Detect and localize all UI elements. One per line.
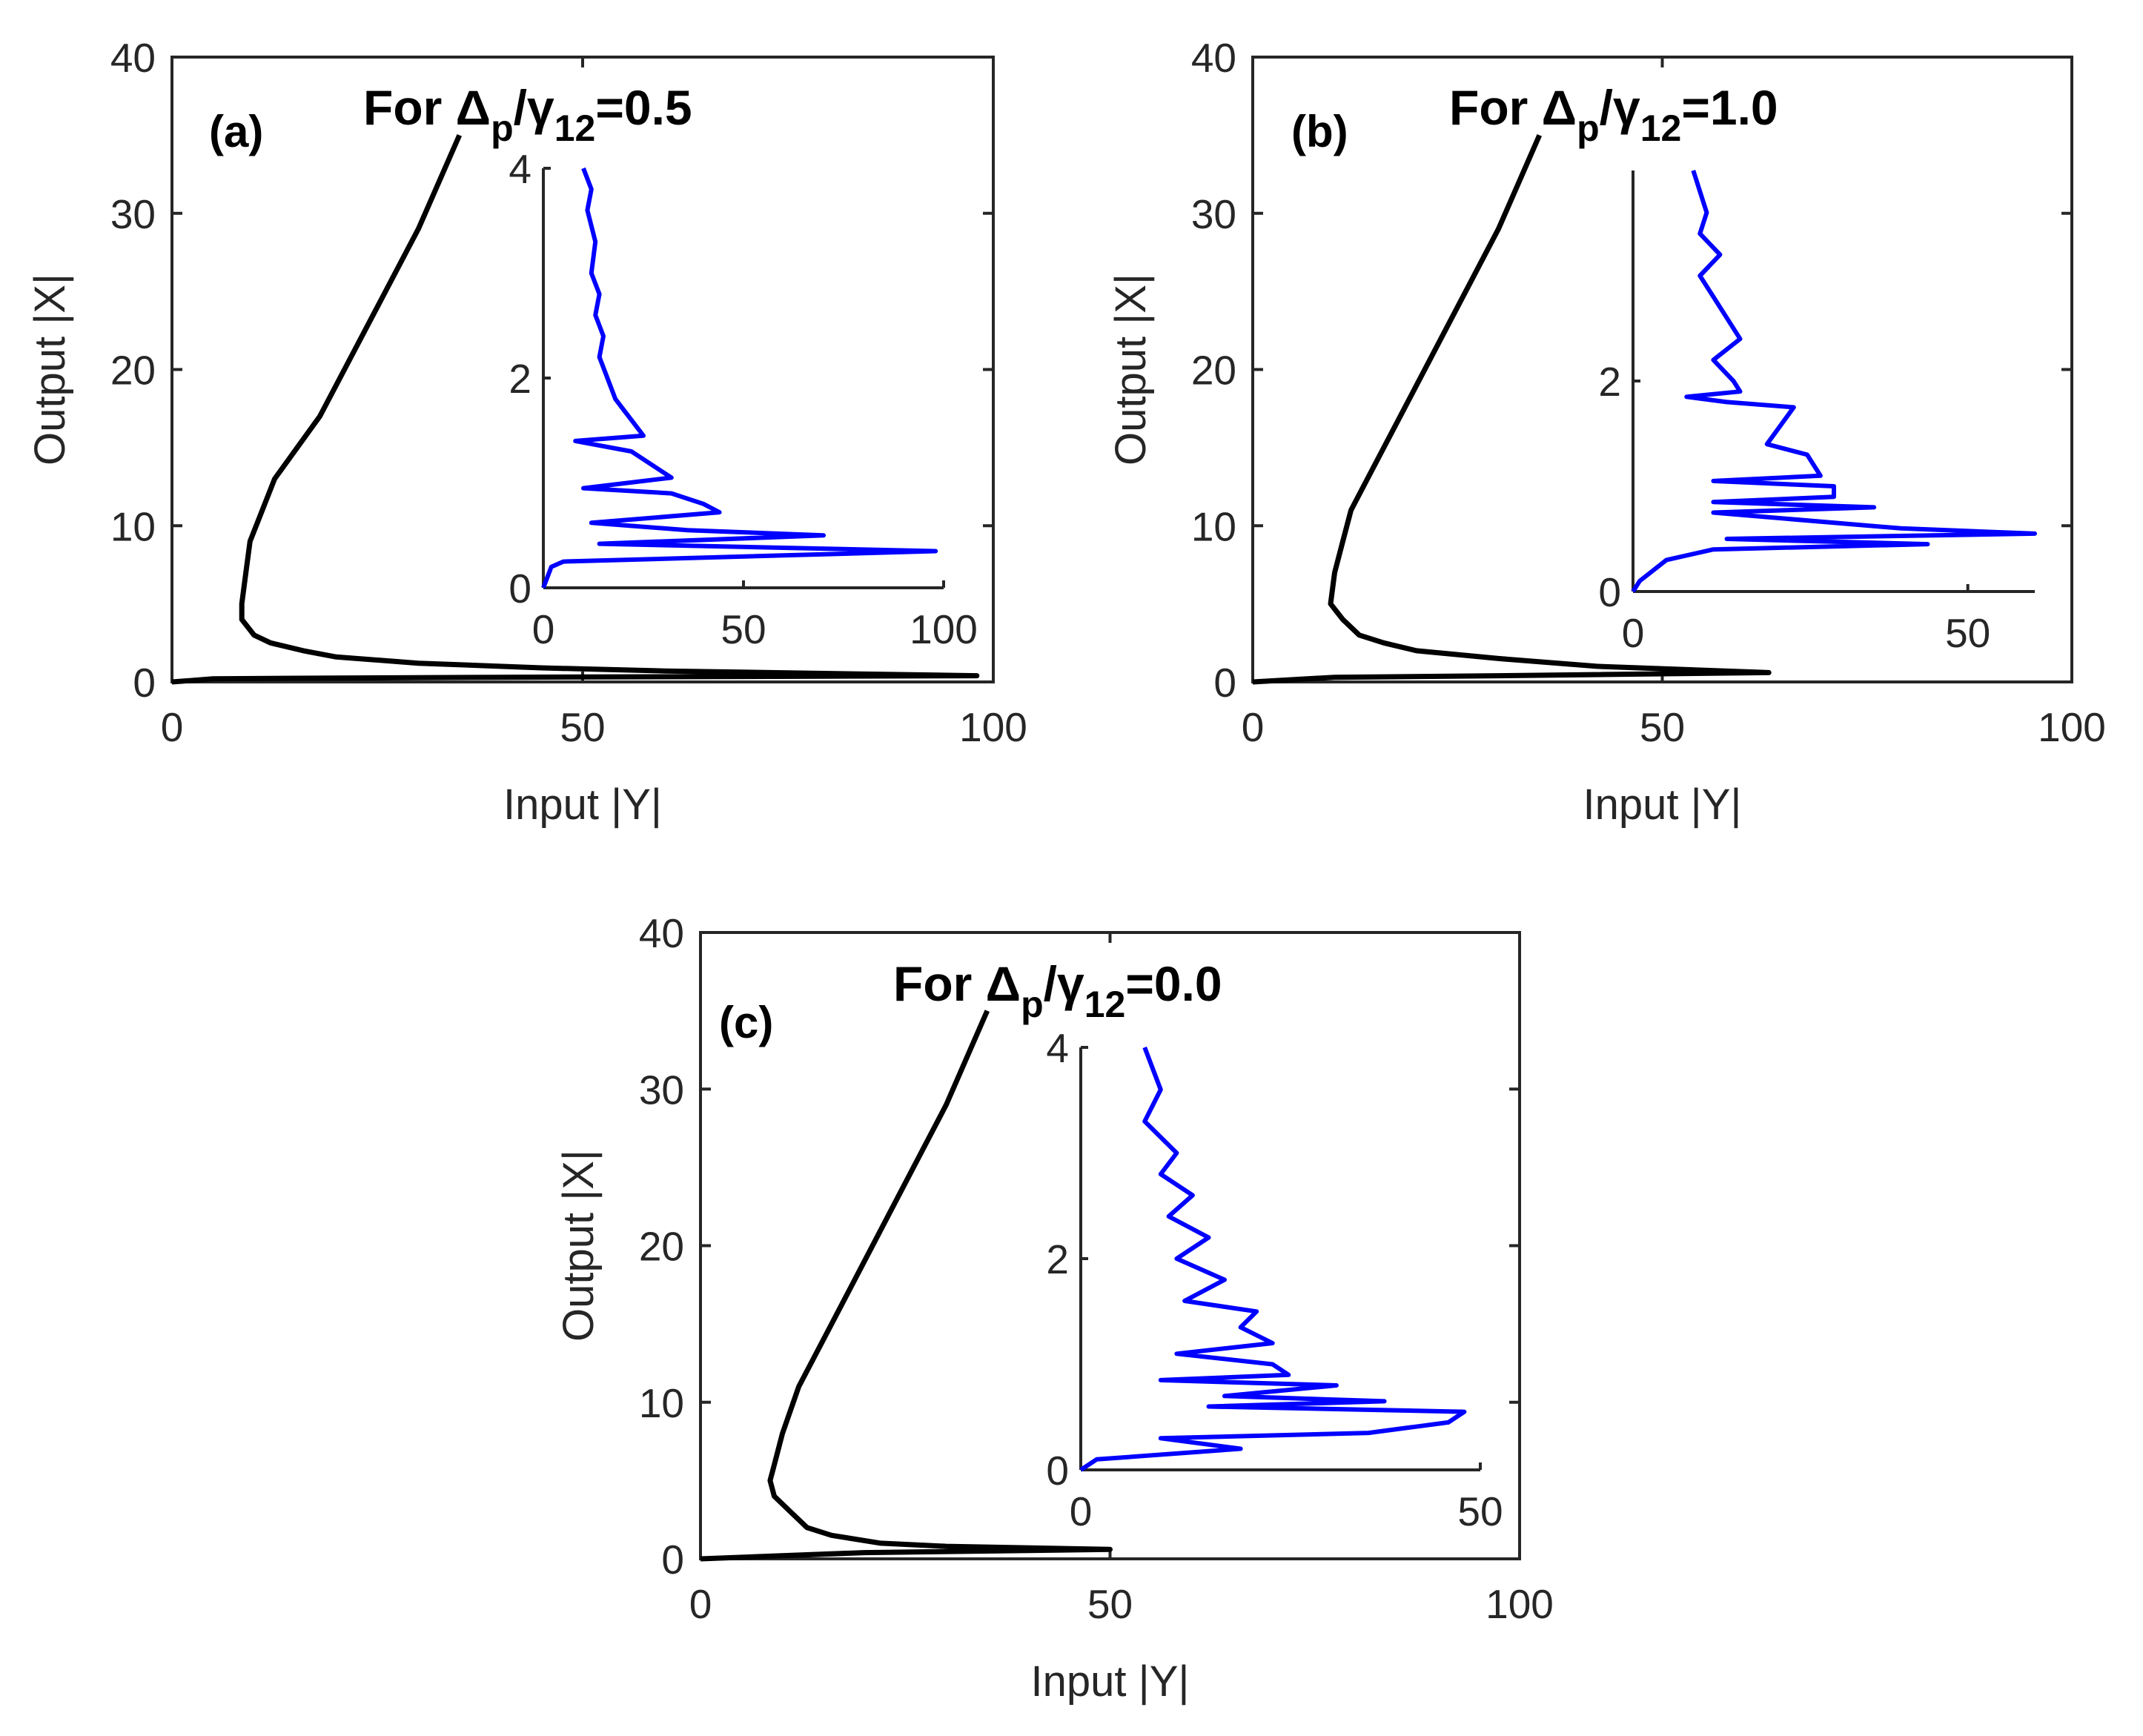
title-part: For	[1449, 80, 1542, 135]
y-tick-label: 20	[639, 1224, 684, 1270]
series-line-main	[1252, 133, 1772, 685]
y-tick-label: 0	[133, 660, 156, 706]
plot-frame	[1251, 56, 2073, 683]
inset-x-tick-label: 50	[1945, 610, 1990, 656]
x-tick-label: 100	[959, 704, 1027, 750]
title-part: 12	[554, 107, 596, 149]
chart-title: For Δp/γ12=0.5	[363, 80, 692, 149]
x-tick-label: 0	[161, 704, 184, 750]
y-tick-label: 40	[110, 35, 156, 81]
y-tick-label: 40	[639, 910, 684, 956]
title-part: =1.0	[1681, 80, 1778, 135]
y-tick-label: 0	[661, 1537, 684, 1583]
chart-title: For Δp/γ12=0.0	[893, 956, 1222, 1025]
inset-y-tick-label: 0	[509, 566, 531, 612]
title-part: For	[893, 956, 986, 1011]
y-tick-label: 40	[1191, 35, 1236, 81]
title-part: 12	[1640, 107, 1682, 149]
y-tick-label: 20	[110, 348, 156, 394]
inset-x-tick-label: 50	[1457, 1488, 1503, 1534]
panel-label: (a)	[209, 107, 263, 156]
title-part: =0.5	[595, 80, 692, 135]
title-part: Δ	[456, 80, 491, 135]
title-part: p	[1021, 984, 1044, 1025]
x-tick-label: 0	[689, 1581, 712, 1627]
inset-y-tick-label: 2	[1598, 359, 1621, 405]
title-part: γ	[1613, 80, 1640, 135]
inset-y-tick-label: 0	[1046, 1448, 1069, 1494]
title-part: For	[363, 80, 456, 135]
inset-y-tick-label: 2	[1046, 1236, 1069, 1282]
y-tick-label: 10	[639, 1380, 684, 1426]
y-tick-label: 10	[1191, 503, 1236, 549]
x-tick-label: 50	[560, 704, 605, 750]
inset-series-line	[1631, 170, 2037, 593]
y-tick-label: 20	[1191, 348, 1236, 394]
x-tick-label: 50	[1087, 1581, 1133, 1627]
plot-frame	[699, 931, 1521, 1560]
x-tick-label: 100	[2038, 704, 2106, 750]
y-axis-label: Output |X|	[26, 274, 74, 466]
title-part: /	[514, 80, 527, 135]
title-part: p	[491, 107, 514, 149]
x-axis-label: Input |Y|	[1583, 781, 1742, 829]
title-part: γ	[527, 80, 554, 135]
title-part: /	[1600, 80, 1613, 135]
inset-x-tick-label: 0	[1070, 1488, 1093, 1534]
title-part: /	[1044, 956, 1057, 1011]
y-axis-label: Output |X|	[1107, 274, 1155, 466]
inset-series-line	[541, 167, 938, 589]
panel-label: (b)	[1291, 107, 1348, 156]
inset-x-tick-label: 0	[1622, 610, 1645, 656]
title-part: =0.0	[1125, 956, 1222, 1011]
y-axis-label: Output |X|	[554, 1150, 603, 1342]
y-tick-label: 0	[1213, 660, 1236, 706]
y-tick-label: 30	[110, 191, 156, 237]
y-tick-label: 10	[110, 503, 156, 549]
inset-y-tick-label: 0	[1598, 569, 1621, 615]
title-part: p	[1577, 107, 1600, 149]
series-line-main	[171, 133, 980, 685]
inset-y-tick-label: 4	[1046, 1025, 1069, 1071]
x-tick-label: 100	[1485, 1581, 1554, 1627]
inset-y-tick-label: 2	[509, 356, 531, 402]
title-part: Δ	[1542, 80, 1577, 135]
x-axis-label: Input |Y|	[503, 781, 662, 829]
inset-series-line	[1079, 1046, 1467, 1472]
title-part: 12	[1084, 984, 1126, 1025]
y-tick-label: 30	[639, 1067, 684, 1113]
title-part: Δ	[986, 956, 1021, 1011]
panel-label: (c)	[719, 998, 773, 1047]
x-tick-label: 0	[1242, 704, 1265, 750]
y-tick-label: 30	[1191, 191, 1236, 237]
inset-y-tick-label: 4	[509, 146, 531, 192]
x-tick-label: 50	[1640, 704, 1685, 750]
inset-x-tick-label: 0	[532, 606, 555, 652]
inset-x-tick-label: 50	[721, 606, 766, 652]
series-line-main	[700, 1010, 1113, 1562]
inset-x-tick-label: 100	[910, 606, 978, 652]
chart-title: For Δp/γ12=1.0	[1449, 80, 1778, 149]
x-axis-label: Input |Y|	[1031, 1657, 1190, 1706]
title-part: γ	[1057, 956, 1084, 1011]
